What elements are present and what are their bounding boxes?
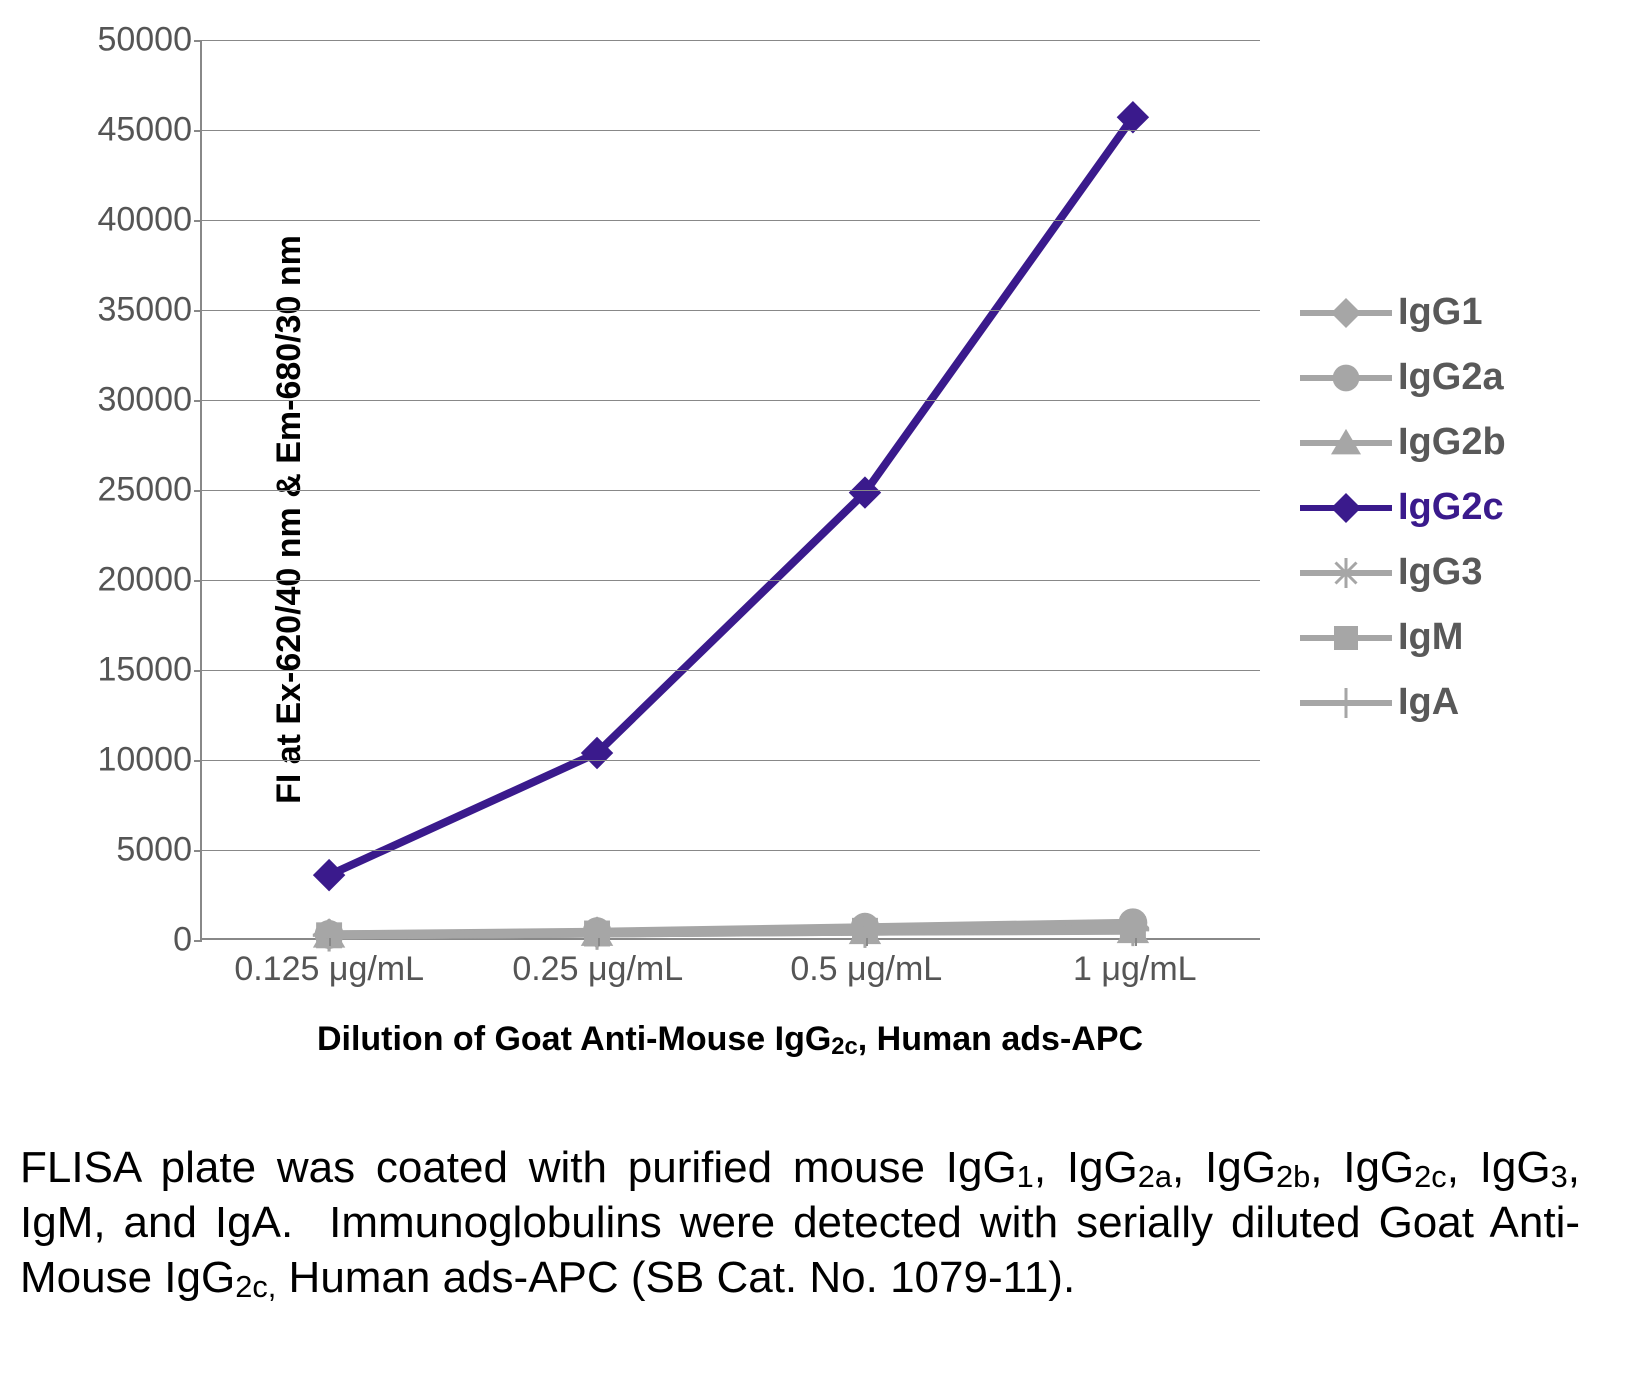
y-tick-label: 45000 [62,111,202,150]
legend-label: IgG2a [1398,356,1504,399]
series-svg [202,40,1260,938]
legend-item-IgA: IgA [1300,670,1506,735]
legend-swatch [1300,428,1392,458]
y-tick-label: 20000 [62,561,202,600]
grid-line [202,760,1260,761]
y-tick-label: 35000 [62,291,202,330]
y-tick-label: 40000 [62,201,202,240]
y-tick-label: 30000 [62,381,202,420]
legend-swatch [1300,298,1392,328]
grid-line [202,130,1260,131]
y-tick-label: 0 [62,921,202,960]
y-tick-label: 15000 [62,651,202,690]
figure-container: FI at Ex-620/40 nm & Em-680/30 nm 050001… [20,20,1613,1305]
legend-label: IgG3 [1398,551,1482,594]
legend-swatch [1300,623,1392,653]
grid-line [202,490,1260,491]
y-tick-label: 50000 [62,21,202,60]
grid-line [202,310,1260,311]
x-tick-label: 0.25 μg/mL [512,938,683,989]
legend-label: IgA [1398,681,1459,724]
grid-line [202,580,1260,581]
legend-label: IgM [1398,616,1463,659]
x-tick-label: 0.125 μg/mL [234,938,424,989]
legend-swatch [1300,493,1392,523]
y-tick-label: 5000 [62,831,202,870]
legend-label: IgG1 [1398,291,1482,334]
legend-item-IgG2c: IgG2c [1300,475,1506,540]
legend-label: IgG2b [1398,421,1506,464]
grid-line [202,220,1260,221]
grid-line [202,850,1260,851]
legend-item-IgM: IgM [1300,605,1506,670]
series-line-IgG2c [329,117,1133,875]
grid-line [202,400,1260,401]
chart-area: FI at Ex-620/40 nm & Em-680/30 nm 050001… [20,20,1613,1130]
grid-line [202,670,1260,671]
legend-item-IgG3: IgG3 [1300,540,1506,605]
legend-item-IgG2a: IgG2a [1300,345,1506,410]
legend: IgG1 IgG2a IgG2b IgG2c IgG3 IgM IgA [1300,280,1506,735]
grid-line [202,40,1260,41]
legend-item-IgG1: IgG1 [1300,280,1506,345]
x-axis-title: Dilution of Goat Anti-Mouse IgG2c, Human… [200,1020,1260,1059]
legend-label: IgG2c [1398,486,1504,529]
legend-swatch [1300,363,1392,393]
series-marker-IgG2c [313,859,345,891]
plot-area: 0500010000150002000025000300003500040000… [200,40,1260,940]
legend-swatch [1300,688,1392,718]
caption: FLISA plate was coated with purified mou… [20,1140,1580,1305]
legend-swatch [1300,558,1392,588]
y-tick-label: 25000 [62,471,202,510]
legend-item-IgG2b: IgG2b [1300,410,1506,475]
x-tick-label: 0.5 μg/mL [790,938,942,989]
y-tick-label: 10000 [62,741,202,780]
x-tick-label: 1 μg/mL [1073,938,1197,989]
